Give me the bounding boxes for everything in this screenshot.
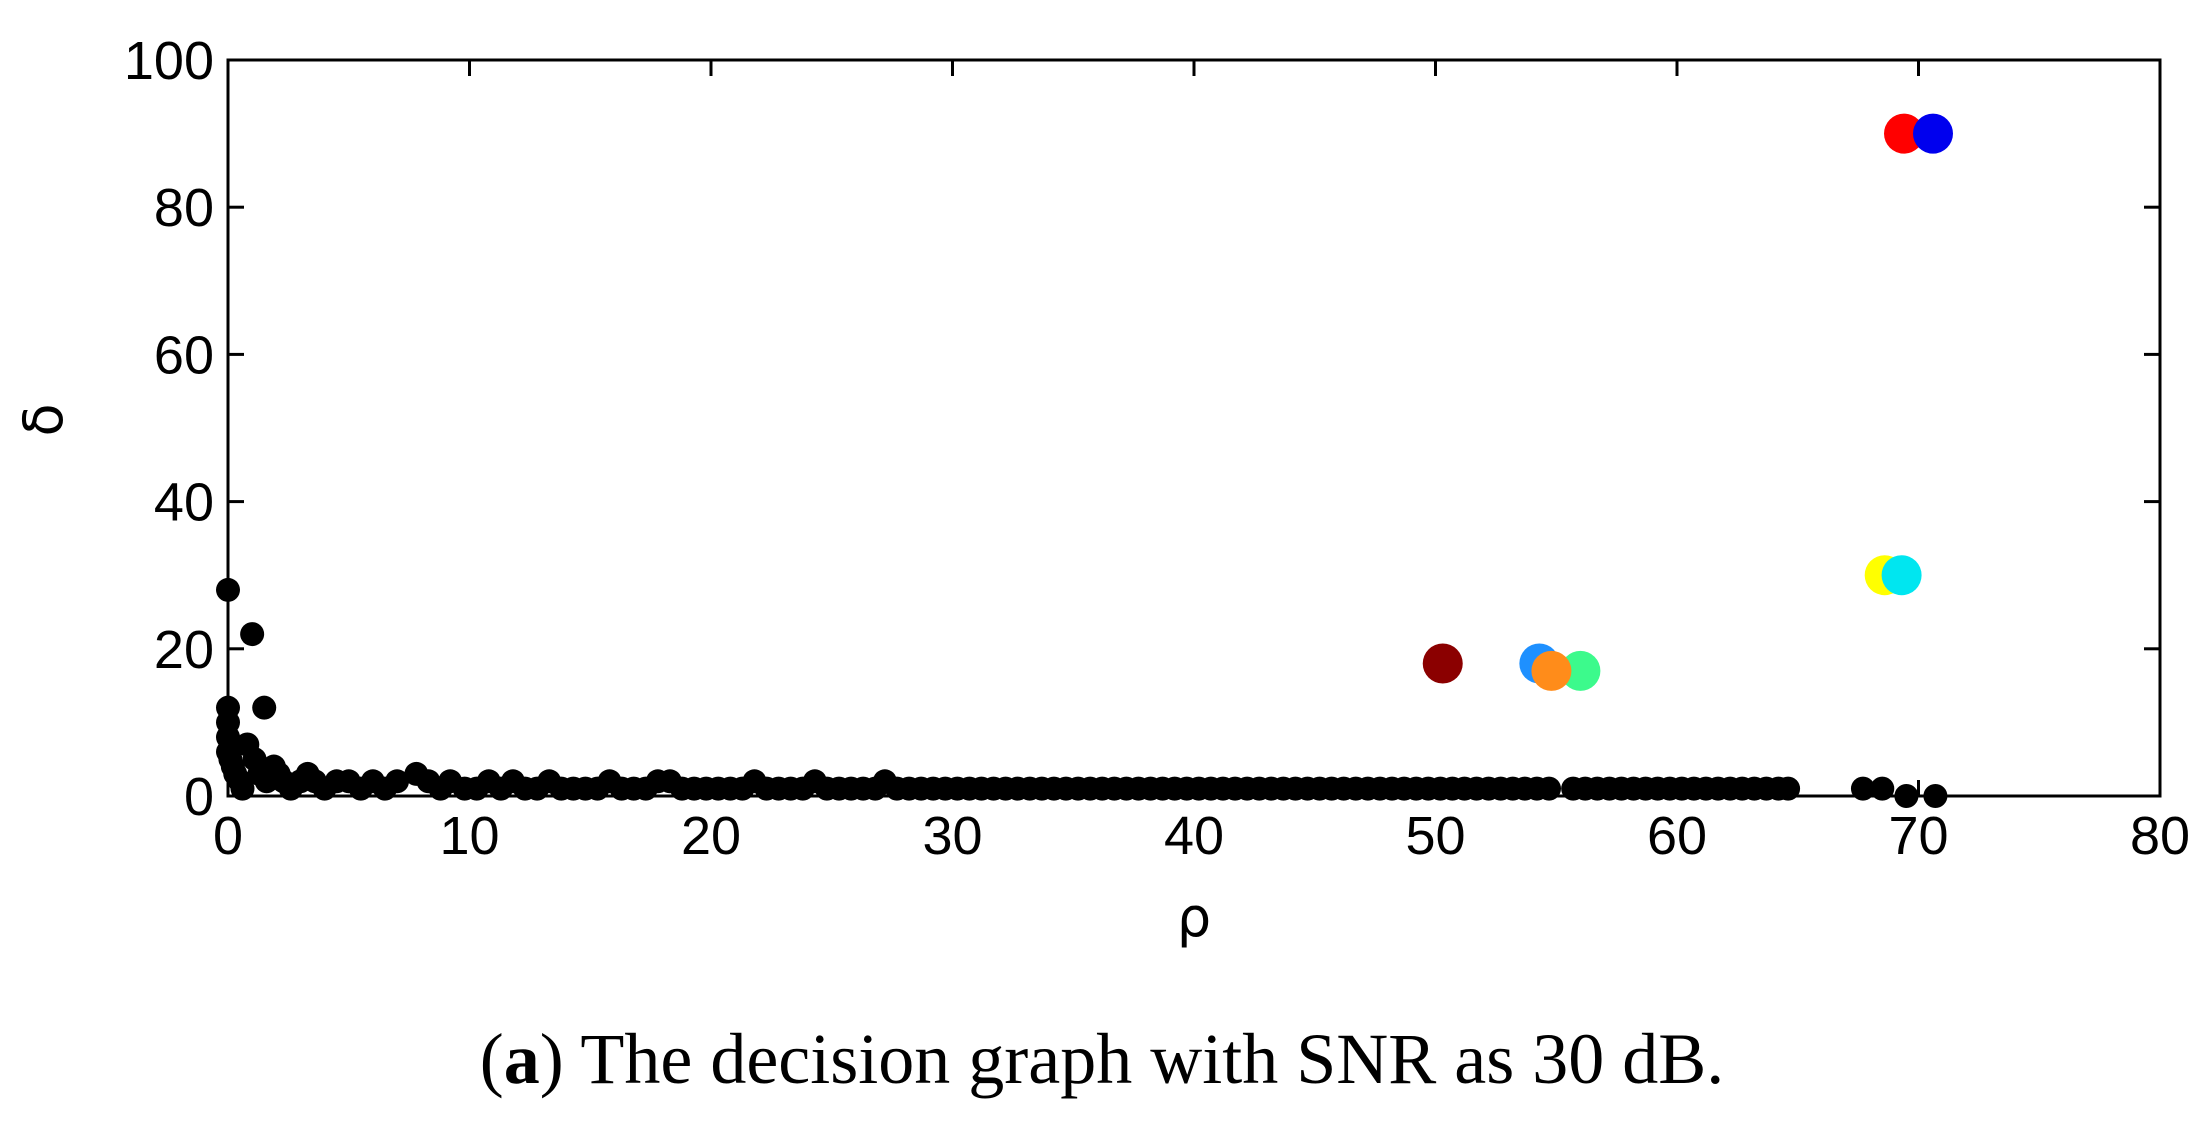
data-point [230,776,255,801]
figure-caption: (a) The decision graph with SNR as 30 dB… [0,1018,2204,1101]
data-point [252,695,277,720]
data-point [1850,776,1875,801]
y-tick-label: 0 [184,767,214,827]
plot-frame [226,58,2162,798]
data-point [385,769,410,794]
decision-graph-chart: 0 10 20 30 40 50 60 70 80 0 20 40 60 80 100 ρ δ [12,31,2190,949]
x-tick-label: 10 [439,806,499,866]
caption-letter: a [503,1019,540,1099]
x-tick-label: 50 [1405,806,1465,866]
y-tick-label: 20 [154,620,214,680]
data-points [216,113,1953,808]
cluster-center-point [1531,650,1572,691]
y-tick-label: 60 [154,325,214,385]
cluster-center-point [1422,643,1463,684]
x-axis-label: ρ [1177,886,1211,949]
x-tick-label: 0 [213,806,243,866]
data-point [216,577,240,602]
cluster-center-point [1912,113,1953,154]
x-tick-label: 60 [1647,806,1707,866]
y-tick-label: 100 [124,31,214,91]
data-point [1537,776,1562,801]
y-tick-label: 80 [154,178,214,238]
x-tick-label: 80 [2130,806,2190,866]
y-tick-label: 40 [154,473,214,533]
axes: 0 10 20 30 40 50 60 70 80 0 20 40 60 80 100 [124,31,2190,866]
x-tick-label: 70 [1888,806,1948,866]
data-point [1923,784,1948,808]
x-tick-label: 20 [681,806,741,866]
x-tick-label: 30 [922,806,982,866]
caption-text: ) The decision graph with SNR as 30 dB. [539,1019,1725,1099]
y-axis-label: δ [12,403,75,436]
data-point [1894,784,1919,808]
data-point [1776,776,1801,801]
data-point [1870,776,1895,801]
x-tick-label: 40 [1164,806,1224,866]
cluster-center-point [1884,113,1925,154]
cluster-center-point [1560,650,1601,691]
data-point [240,622,265,647]
caption-open-paren: ( [479,1019,504,1099]
cluster-center-point [1881,555,1922,596]
